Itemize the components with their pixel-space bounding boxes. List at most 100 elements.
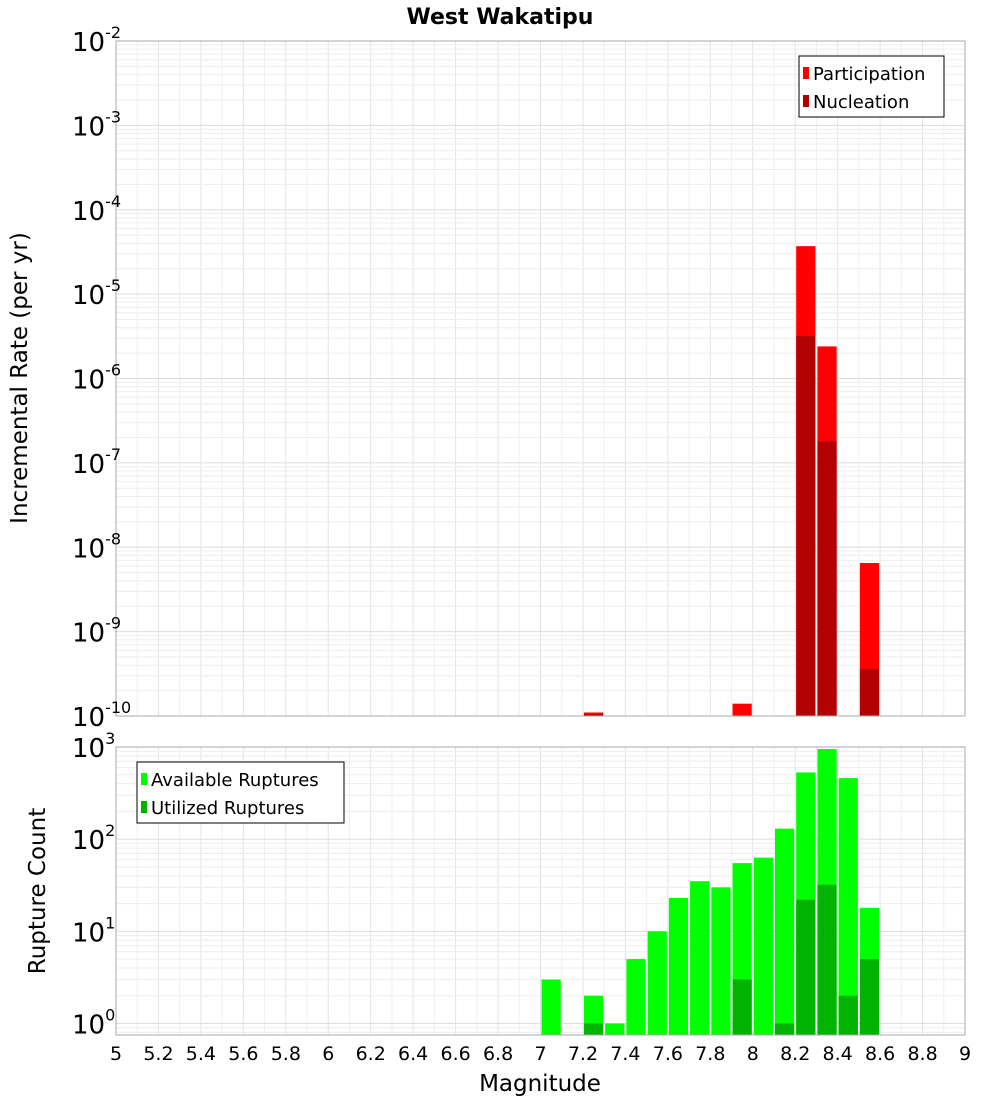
- y-tick-exponent: 0: [105, 1005, 115, 1024]
- legend-label: Available Ruptures: [151, 770, 319, 791]
- y-tick-exponent: 1: [105, 913, 115, 932]
- y-tick-base: 10: [72, 28, 105, 58]
- y-tick-base: 10: [72, 366, 105, 396]
- bar: [753, 857, 773, 1035]
- x-tick-label: 5: [110, 1043, 122, 1065]
- x-tick-label: 8.2: [780, 1043, 810, 1065]
- y-tick-base: 10: [72, 197, 105, 227]
- plot-frame: [115, 40, 966, 717]
- x-tick-label: 8.4: [823, 1043, 853, 1065]
- bar: [859, 669, 880, 716]
- y-tick-exponent: -8: [105, 529, 121, 548]
- x-tick-label: 7.8: [695, 1043, 725, 1065]
- bar: [796, 899, 816, 1035]
- bar: [690, 881, 710, 1035]
- legend-swatch: [141, 801, 147, 813]
- y-tick-exponent: -9: [105, 614, 121, 633]
- x-tick-label: 8.8: [907, 1043, 937, 1065]
- y-tick-label: 10-3: [72, 107, 121, 142]
- bar: [817, 441, 837, 716]
- legend: Participation Nucleation: [798, 55, 945, 118]
- y-tick-base: 10: [72, 826, 105, 856]
- x-tick-label: 7: [534, 1043, 546, 1065]
- bar: [817, 884, 837, 1035]
- x-tick-label: 6.4: [398, 1043, 428, 1065]
- y-tick-exponent: -6: [105, 361, 121, 380]
- bar: [774, 828, 795, 1035]
- y-tick-label: 103: [72, 729, 115, 764]
- y-tick-base: 10: [72, 281, 105, 311]
- bar: [859, 959, 880, 1035]
- top-y-axis-label: Incremental Rate (per yr): [7, 232, 33, 524]
- series-nucleation: [583, 335, 880, 716]
- x-tick-label: 6: [322, 1043, 334, 1065]
- bar: [647, 931, 667, 1035]
- y-tick-label: 10-8: [72, 529, 121, 564]
- y-tick-label: 10-9: [72, 614, 121, 649]
- y-tick-label: 100: [72, 1005, 115, 1040]
- y-tick-exponent: -7: [105, 445, 121, 464]
- bar: [605, 1023, 625, 1035]
- bar: [668, 897, 689, 1035]
- y-tick-exponent: -2: [105, 23, 121, 42]
- legend-label: Nucleation: [813, 92, 909, 113]
- y-tick-exponent: 2: [105, 821, 115, 840]
- x-tick-label: 7.2: [568, 1043, 598, 1065]
- bar: [838, 778, 858, 1035]
- y-tick-exponent: -3: [105, 107, 121, 126]
- plot-frame: [115, 746, 966, 1036]
- y-tick-exponent: -4: [105, 192, 121, 211]
- chart-title: West Wakatipu: [407, 5, 594, 30]
- legend-label: Utilized Ruptures: [151, 798, 304, 819]
- bar: [838, 995, 858, 1035]
- y-tick-base: 10: [72, 619, 105, 649]
- x-axis-label: Magnitude: [479, 1071, 601, 1097]
- y-tick-base: 10: [72, 918, 105, 948]
- y-tick-exponent: -5: [105, 276, 121, 295]
- bar: [732, 703, 752, 716]
- bar: [583, 1023, 604, 1035]
- bottom-y-axis-label: Rupture Count: [25, 808, 51, 974]
- y-tick-base: 10: [72, 734, 105, 764]
- y-tick-label: 10-2: [72, 23, 121, 58]
- y-tick-label: 10-6: [72, 361, 121, 396]
- x-tick-label: 5.6: [228, 1043, 258, 1065]
- y-tick-exponent: 3: [105, 729, 115, 748]
- bar: [626, 959, 646, 1035]
- x-tick-label: 5.8: [271, 1043, 301, 1065]
- x-tick-label: 6.8: [483, 1043, 513, 1065]
- legend-swatch: [141, 773, 147, 785]
- legend-label: Participation: [813, 64, 925, 85]
- y-tick-base: 10: [72, 112, 105, 142]
- x-tick-label: 8: [747, 1043, 759, 1065]
- legend-box: [136, 761, 345, 824]
- bar: [774, 1023, 795, 1035]
- bar: [583, 714, 604, 716]
- y-tick-label: 10-7: [72, 445, 121, 480]
- y-tick-label: 10-4: [72, 192, 121, 227]
- x-tick-label: 6.2: [356, 1043, 386, 1065]
- y-tick-base: 10: [72, 1010, 105, 1040]
- legend-swatch: [803, 67, 809, 79]
- y-tick-base: 10: [72, 450, 105, 480]
- x-tick-label: 7.4: [610, 1043, 640, 1065]
- legend-box: [798, 55, 945, 118]
- y-tick-label: 101: [72, 913, 115, 948]
- x-tick-label: 5.4: [186, 1043, 216, 1065]
- bar: [732, 979, 752, 1035]
- y-tick-label: 102: [72, 821, 115, 856]
- y-tick-label: 10-5: [72, 276, 121, 311]
- y-tick-exponent: -10: [105, 698, 131, 717]
- y-tick-base: 10: [72, 534, 105, 564]
- x-tick-label: 5.2: [143, 1043, 173, 1065]
- legend: Available Ruptures Utilized Ruptures: [136, 761, 345, 824]
- grid: [115, 40, 966, 717]
- y-tick-label: 10-10: [72, 698, 131, 733]
- legend-swatch: [803, 95, 809, 107]
- series-utilized-ruptures: [583, 884, 880, 1035]
- bar: [711, 887, 731, 1035]
- x-tick-label: 9: [959, 1043, 971, 1065]
- bar: [796, 335, 816, 716]
